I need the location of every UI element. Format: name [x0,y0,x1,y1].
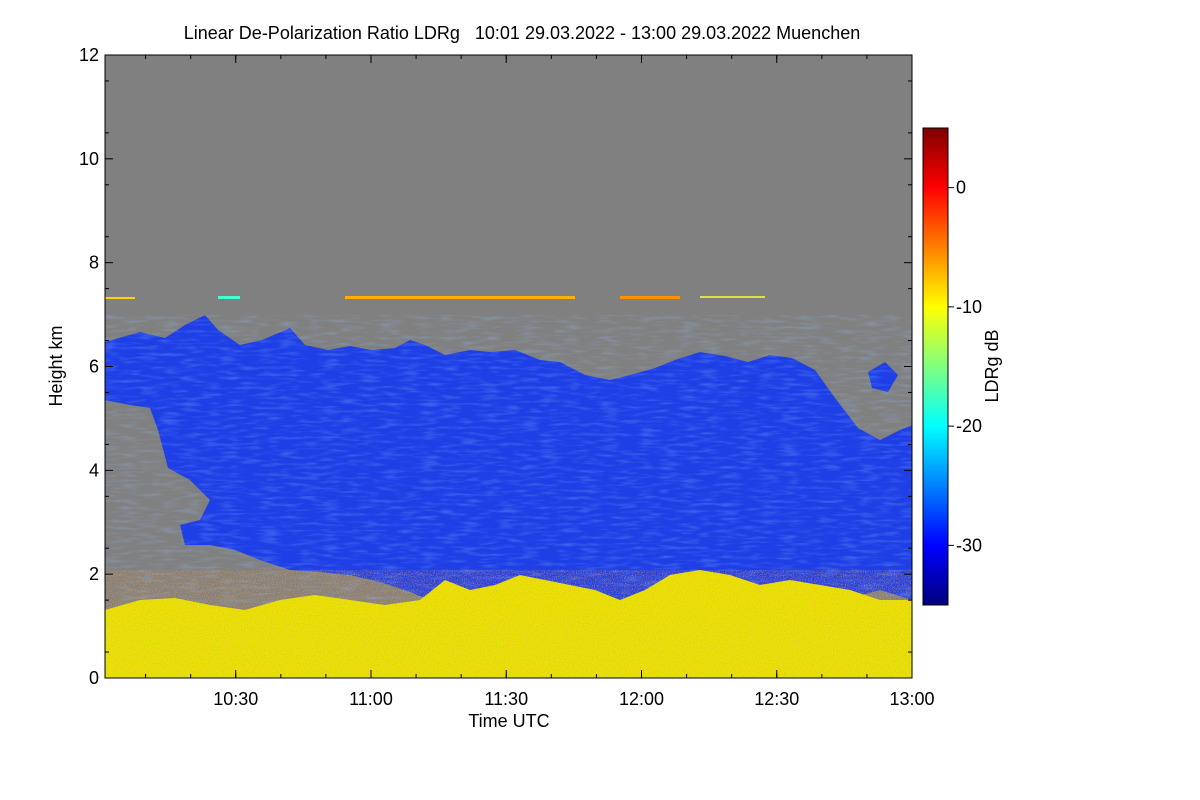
colorbar-tick-label: -20 [956,416,982,436]
cloud-streak-texture [105,315,912,605]
x-axis-label: Time UTC [468,711,549,731]
plot-area [105,55,912,678]
elevated-thin-layer-segment [700,296,765,298]
x-tick-label: 13:00 [889,689,934,709]
colorbar-label: LDRg dB [982,329,1002,402]
colorbar-tick-label: -30 [956,535,982,555]
y-tick-label: 10 [79,149,99,169]
colorbar-scale [922,127,949,606]
elevated-thin-layer-segment [218,296,240,299]
y-axis-label: Height km [46,325,66,406]
x-tick-label: 11:00 [349,689,393,709]
y-tick-label: 12 [79,45,99,65]
colorbar-tick-label: 0 [956,178,966,198]
aerosol-noise-texture-2 [105,620,912,678]
elevated-thin-layer-segment [105,297,135,299]
x-tick-label: 12:00 [619,689,664,709]
colorbar: 0 -10 -20 -30 LDRg dB [922,127,1002,606]
x-tick-label: 10:30 [213,689,258,709]
x-tick-label: 11:30 [484,689,528,709]
elevated-thin-layer [345,296,575,299]
small-cloud-patch [868,362,898,392]
x-axis-ticks: 10:30 11:00 11:30 12:00 12:30 13:00 [145,55,935,709]
elevated-thin-layer-segment [620,296,680,299]
y-tick-label: 4 [89,460,99,480]
y-tick-label: 8 [89,253,99,273]
colorbar-tick-label: -10 [956,297,982,317]
chart-title: Linear De-Polarization Ratio LDRg 10:01 … [184,23,860,43]
y-axis-ticks: 0 2 4 6 8 10 12 [79,45,912,688]
x-tick-label: 12:30 [754,689,799,709]
y-tick-label: 0 [89,668,99,688]
colorbar-ticks: 0 -10 -20 -30 [948,178,982,555]
y-tick-label: 6 [89,357,99,377]
y-tick-label: 2 [89,564,99,584]
